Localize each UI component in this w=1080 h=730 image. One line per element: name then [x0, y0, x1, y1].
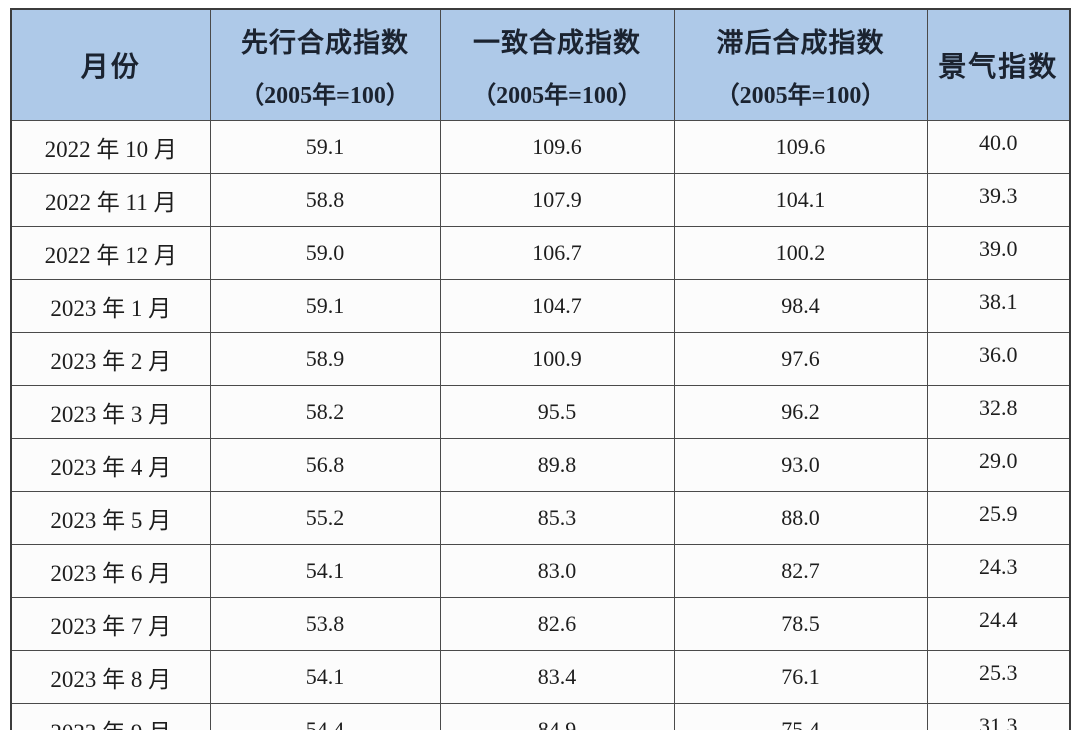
lagging-cell: 104.1: [673, 173, 928, 227]
lagging-cell: 93.0: [673, 438, 928, 492]
lagging-cell: 97.6: [673, 332, 928, 386]
lagging-cell: 88.0: [673, 491, 928, 545]
lagging-cell: 78.5: [673, 597, 928, 651]
month-cell: 2023 年 9 月: [10, 703, 211, 730]
month-cell: 2023 年 2 月: [10, 332, 211, 386]
prosperity-cell: 29.0: [926, 438, 1071, 492]
prosperity-cell: 36.0: [926, 332, 1071, 386]
header-coincident-title: 一致合成指数: [473, 27, 641, 58]
prosperity-cell: 39.3: [926, 173, 1071, 227]
header-coincident-index: 一致合成指数 （2005年=100）: [439, 8, 675, 121]
coincident-cell: 109.6: [439, 120, 675, 174]
month-cell: 2023 年 3 月: [10, 385, 211, 439]
prosperity-cell: 24.4: [926, 597, 1071, 651]
coincident-cell: 95.5: [439, 385, 675, 439]
lagging-cell: 76.1: [673, 650, 928, 704]
leading-cell: 58.9: [209, 332, 441, 386]
coincident-cell: 104.7: [439, 279, 675, 333]
prosperity-cell: 38.1: [926, 279, 1071, 333]
leading-cell: 56.8: [209, 438, 441, 492]
lagging-cell: 100.2: [673, 226, 928, 280]
lagging-cell: 75.4: [673, 703, 928, 730]
prosperity-cell: 25.9: [926, 491, 1071, 545]
prosperity-cell: 39.0: [926, 226, 1071, 280]
lagging-cell: 96.2: [673, 385, 928, 439]
header-leading-stack: 先行合成指数 （2005年=100）: [211, 21, 439, 110]
month-cell: 2022 年 12 月: [10, 226, 211, 280]
table-row: 2022 年 10 月 59.1 109.6 109.6 40.0: [10, 120, 1071, 174]
coincident-cell: 107.9: [439, 173, 675, 227]
leading-cell: 59.1: [209, 120, 441, 174]
header-leading-base: （2005年=100）: [240, 82, 410, 109]
leading-cell: 54.4: [209, 703, 441, 730]
header-leading-index: 先行合成指数 （2005年=100）: [209, 8, 441, 121]
leading-cell: 58.2: [209, 385, 441, 439]
economic-indices-table: 月份 先行合成指数 （2005年=100） 一致合成指数 （2005年=100）: [10, 8, 1071, 730]
coincident-cell: 83.0: [439, 544, 675, 598]
month-cell: 2023 年 8 月: [10, 650, 211, 704]
coincident-cell: 89.8: [439, 438, 675, 492]
coincident-cell: 83.4: [439, 650, 675, 704]
leading-cell: 58.8: [209, 173, 441, 227]
table-row: 2023 年 3 月 58.2 95.5 96.2 32.8: [10, 385, 1071, 439]
table-row: 2023 年 4 月 56.8 89.8 93.0 29.0: [10, 438, 1071, 492]
header-prosperity-index: 景气指数: [926, 8, 1071, 121]
prosperity-cell: 24.3: [926, 544, 1071, 598]
month-cell: 2023 年 5 月: [10, 491, 211, 545]
table-row: 2023 年 8 月 54.1 83.4 76.1 25.3: [10, 650, 1071, 704]
month-cell: 2023 年 1 月: [10, 279, 211, 333]
prosperity-cell: 32.8: [926, 385, 1071, 439]
table-row: 2023 年 9 月 54.4 84.9 75.4 31.3: [10, 703, 1071, 730]
table-row: 2023 年 2 月 58.9 100.9 97.6 36.0: [10, 332, 1071, 386]
month-cell: 2022 年 10 月: [10, 120, 211, 174]
coincident-cell: 106.7: [439, 226, 675, 280]
month-cell: 2023 年 4 月: [10, 438, 211, 492]
coincident-cell: 82.6: [439, 597, 675, 651]
table-row: 2023 年 5 月 55.2 85.3 88.0 25.9: [10, 491, 1071, 545]
prosperity-cell: 31.3: [926, 703, 1071, 730]
header-lagging-base: （2005年=100）: [715, 82, 886, 109]
table-row: 2023 年 7 月 53.8 82.6 78.5 24.4: [10, 597, 1071, 651]
table-row: 2023 年 6 月 54.1 83.0 82.7 24.3: [10, 544, 1071, 598]
table-row: 2023 年 1 月 59.1 104.7 98.4 38.1: [10, 279, 1071, 333]
lagging-cell: 82.7: [673, 544, 928, 598]
header-row: 月份 先行合成指数 （2005年=100） 一致合成指数 （2005年=100）: [10, 8, 1071, 121]
month-cell: 2023 年 6 月: [10, 544, 211, 598]
coincident-cell: 84.9: [439, 703, 675, 730]
coincident-cell: 100.9: [439, 332, 675, 386]
header-month: 月份: [10, 8, 211, 121]
prosperity-cell: 40.0: [926, 120, 1071, 174]
month-cell: 2022 年 11 月: [10, 173, 211, 227]
lagging-cell: 98.4: [673, 279, 928, 333]
header-coincident-base: （2005年=100）: [472, 82, 642, 109]
table-row: 2022 年 12 月 59.0 106.7 100.2 39.0: [10, 226, 1071, 280]
header-lagging-stack: 滞后合成指数 （2005年=100）: [675, 21, 926, 110]
leading-cell: 54.1: [209, 544, 441, 598]
leading-cell: 54.1: [209, 650, 441, 704]
table-row: 2022 年 11 月 58.8 107.9 104.1 39.3: [10, 173, 1071, 227]
leading-cell: 59.1: [209, 279, 441, 333]
header-coincident-stack: 一致合成指数 （2005年=100）: [441, 21, 673, 110]
lagging-cell: 109.6: [673, 120, 928, 174]
header-lagging-title: 滞后合成指数: [716, 27, 885, 58]
coincident-cell: 85.3: [439, 491, 675, 545]
prosperity-cell: 25.3: [926, 650, 1071, 704]
header-lagging-index: 滞后合成指数 （2005年=100）: [673, 8, 928, 121]
month-cell: 2023 年 7 月: [10, 597, 211, 651]
leading-cell: 53.8: [209, 597, 441, 651]
header-leading-title: 先行合成指数: [241, 27, 409, 58]
leading-cell: 59.0: [209, 226, 441, 280]
leading-cell: 55.2: [209, 491, 441, 545]
